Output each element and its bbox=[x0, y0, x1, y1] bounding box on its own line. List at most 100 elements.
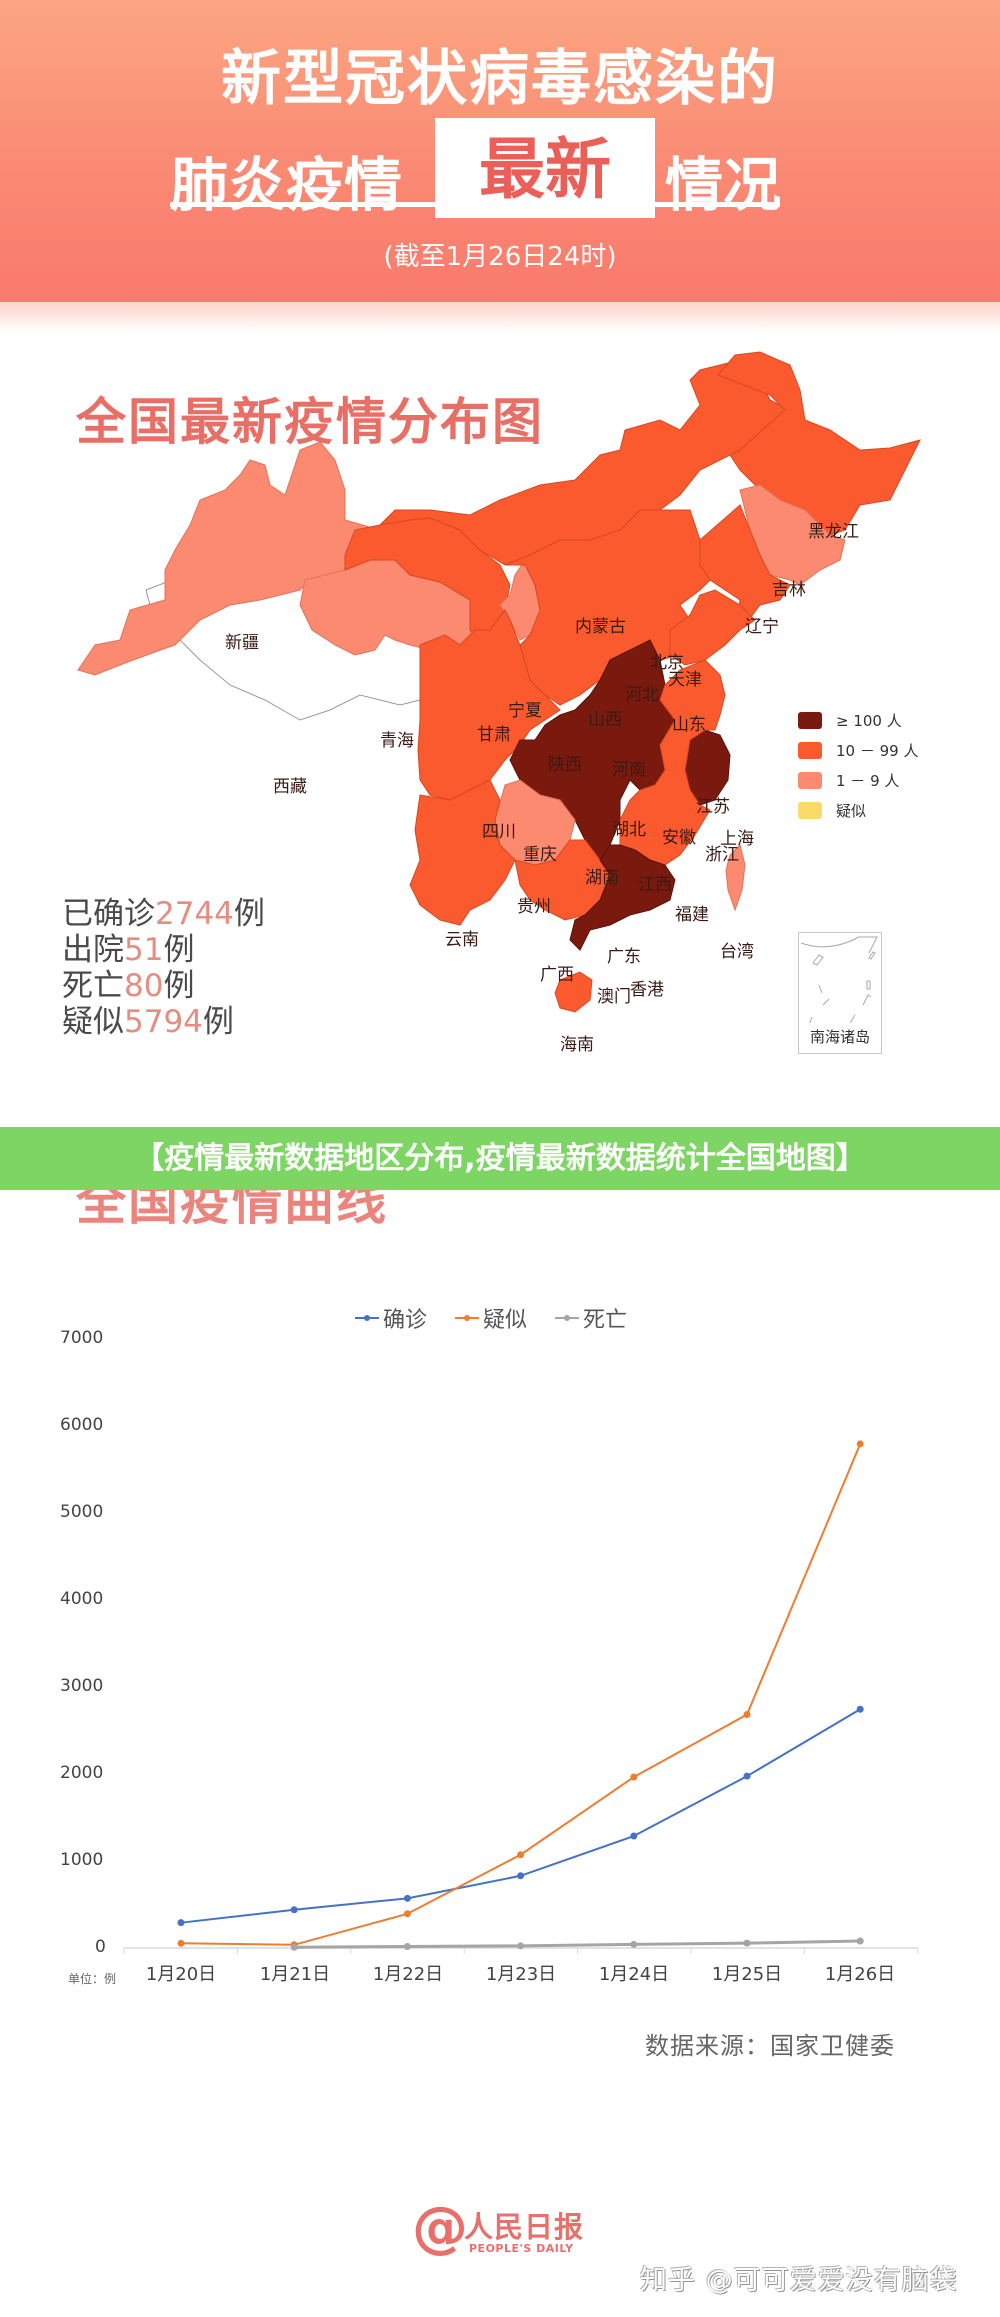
title-line-2-right: 情况 bbox=[665, 151, 782, 219]
data-point bbox=[743, 1772, 751, 1780]
data-point bbox=[177, 1919, 185, 1927]
unit-label: 单位：例 bbox=[68, 1972, 117, 1986]
label-shandong: 山东 bbox=[672, 715, 706, 735]
legend-swatch-dark bbox=[798, 711, 822, 729]
legend-item-1-9: 1 － 9 人 bbox=[798, 765, 918, 795]
stat-unit: 例 bbox=[163, 932, 195, 968]
data-point bbox=[403, 1894, 411, 1902]
label-jilin: 吉林 bbox=[772, 580, 806, 600]
title-underline bbox=[170, 202, 780, 207]
x-tick: 1月25日 bbox=[711, 1964, 783, 1985]
label-zhejiang: 浙江 bbox=[705, 845, 739, 865]
article-title-text: 【疫情最新数据地区分布,疫情最新数据统计全国地图】 bbox=[134, 1141, 866, 1176]
legend-deaths: 死亡 bbox=[555, 1302, 627, 1334]
data-point bbox=[856, 1705, 864, 1713]
zhihu-watermark: 知乎 @可可爱爱没有脑袋 bbox=[640, 2265, 958, 2296]
data-point bbox=[856, 1440, 864, 1448]
stat-unit: 例 bbox=[202, 1004, 234, 1040]
series-line bbox=[180, 1443, 862, 1946]
label-shanghai: 上海 bbox=[720, 829, 754, 849]
region-taiwan bbox=[725, 844, 746, 912]
nanhai-islands-icon bbox=[800, 936, 878, 1026]
region-shandong bbox=[669, 589, 756, 666]
region-xinjiang bbox=[77, 441, 391, 676]
logo-chinese-text: 人民日报 bbox=[464, 2210, 585, 2244]
data-point bbox=[403, 1910, 411, 1918]
region-sichuan bbox=[417, 609, 561, 801]
region-yunnan bbox=[409, 779, 516, 926]
title-line-2: 肺炎疫情 最新 情况 bbox=[170, 118, 830, 219]
china-map-svg: 新疆 西藏 青海 甘肃 宁夏 内蒙古 黑龙江 吉林 辽宁 北京 天津 河北 山西… bbox=[77, 351, 921, 1055]
legend-label: 死亡 bbox=[583, 1308, 628, 1333]
nanhai-inset: 南海诸岛 bbox=[798, 932, 882, 1054]
stat-label: 疑似 bbox=[62, 1004, 124, 1040]
stat-value: 2744 bbox=[155, 896, 234, 932]
y-tick: 0 bbox=[95, 1937, 106, 1957]
label-fujian: 福建 bbox=[675, 905, 709, 925]
label-jiangxi: 江西 bbox=[638, 875, 672, 895]
stat-label: 出院 bbox=[62, 932, 124, 968]
x-tick: 1月20日 bbox=[145, 1964, 217, 1985]
label-shaanxi: 陕西 bbox=[548, 755, 582, 775]
data-point bbox=[517, 1872, 525, 1880]
legend-label: 疑似 bbox=[836, 801, 867, 820]
legend-item-10-99: 10 － 99 人 bbox=[798, 735, 918, 765]
map-section-title: 全国最新疫情分布图 bbox=[76, 393, 544, 451]
y-tick: 6000 bbox=[60, 1415, 104, 1435]
data-point bbox=[403, 1943, 411, 1951]
label-chongqing: 重庆 bbox=[523, 845, 557, 865]
label-beijing: 北京 bbox=[650, 653, 684, 673]
legend-item-suspected: 疑似 bbox=[798, 795, 918, 825]
title-highlight-box: 最新 bbox=[435, 118, 655, 218]
stat-recovered: 出院51例 bbox=[62, 932, 265, 968]
x-tick: 1月21日 bbox=[259, 1964, 331, 1985]
logo-english-text: PEOPLE'S DAILY bbox=[469, 2242, 574, 2255]
data-point bbox=[630, 1773, 638, 1781]
data-point bbox=[630, 1940, 638, 1948]
line-marker-icon bbox=[555, 1315, 580, 1321]
line-marker-icon bbox=[355, 1315, 379, 1321]
map-legend: ≥ 100 人 10 － 99 人 1 － 9 人 疑似 bbox=[798, 705, 918, 825]
label-ningxia: 宁夏 bbox=[508, 701, 542, 721]
stat-unit: 例 bbox=[163, 968, 195, 1004]
label-guangdong: 广东 bbox=[607, 947, 641, 967]
data-point bbox=[743, 1939, 751, 1947]
series-line bbox=[294, 1939, 861, 1949]
series-line bbox=[180, 1708, 861, 1924]
label-hongkong: 香港 bbox=[630, 980, 664, 1000]
china-map: 新疆 西藏 青海 甘肃 宁夏 内蒙古 黑龙江 吉林 辽宁 北京 天津 河北 山西… bbox=[0, 300, 1000, 1080]
region-heilongjiang bbox=[717, 351, 921, 536]
article-title-banner: 【疫情最新数据地区分布,疫情最新数据统计全国地图】 bbox=[0, 1127, 1000, 1190]
region-hainan bbox=[554, 971, 593, 1013]
title-line-2-left: 肺炎疫情 bbox=[170, 151, 403, 219]
line-chart: 确诊 疑似 死亡 7000 6000 5000 4000 3000 2000 1… bbox=[0, 1280, 1000, 2080]
label-liaoning: 辽宁 bbox=[745, 617, 779, 637]
stat-label: 死亡 bbox=[62, 968, 124, 1004]
stat-value: 80 bbox=[124, 968, 164, 1004]
chart-legend: 确诊 疑似 死亡 bbox=[355, 1302, 655, 1334]
label-tianjin: 天津 bbox=[668, 670, 702, 690]
legend-confirmed: 确诊 bbox=[355, 1302, 427, 1334]
legend-label: 1 － 9 人 bbox=[836, 771, 900, 790]
subtitle-date: (截至1月26日24时) bbox=[383, 242, 617, 272]
label-heilongjiang: 黑龙江 bbox=[808, 522, 859, 542]
y-tick: 4000 bbox=[60, 1589, 104, 1609]
legend-label: 确诊 bbox=[383, 1308, 428, 1333]
x-tick: 1月26日 bbox=[824, 1964, 896, 1985]
stat-value: 51 bbox=[124, 932, 164, 968]
stat-confirmed: 已确诊2744例 bbox=[62, 896, 265, 932]
label-anhui: 安徽 bbox=[662, 828, 696, 848]
region-hubei-henan bbox=[509, 639, 676, 861]
label-macau: 澳门 bbox=[597, 987, 631, 1007]
summary-stats: 已确诊2744例 出院51例 死亡80例 疑似5794例 bbox=[62, 896, 265, 1040]
y-tick: 7000 bbox=[60, 1328, 104, 1348]
at-logo-icon: @ bbox=[412, 2195, 468, 2260]
label-hubei: 湖北 bbox=[612, 820, 646, 840]
label-qinghai: 青海 bbox=[380, 731, 414, 751]
y-tick: 2000 bbox=[60, 1763, 104, 1783]
label-sichuan: 四川 bbox=[482, 822, 516, 842]
data-source: 数据来源：国家卫健委 bbox=[645, 2032, 895, 2060]
legend-item-100plus: ≥ 100 人 bbox=[798, 705, 918, 735]
label-xizang: 西藏 bbox=[273, 777, 307, 797]
label-hebei: 河北 bbox=[625, 685, 659, 705]
